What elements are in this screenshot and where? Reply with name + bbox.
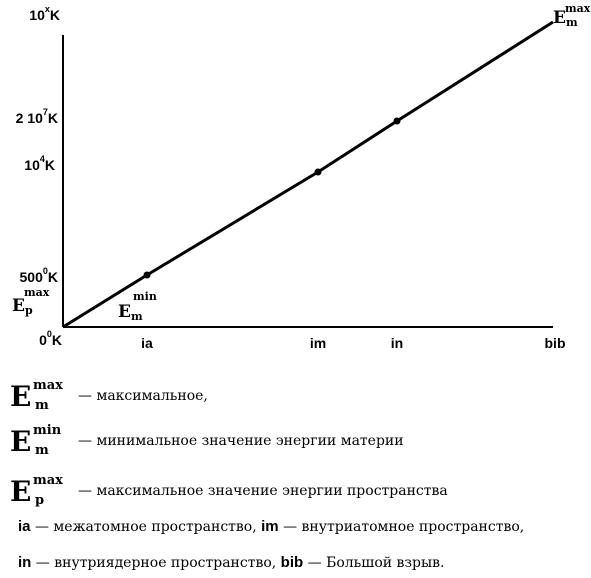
legend-line-1: ia — межатомное пространство, im — внутр…: [18, 518, 524, 535]
key-im: im: [261, 518, 279, 535]
desc-in: — внутриядерное пространство,: [31, 555, 281, 571]
symbol-sub: m: [35, 443, 49, 458]
y-tick-label-3: 2 107K: [16, 107, 58, 126]
symbol-sub: m: [35, 398, 49, 413]
annotation-em-max: Em max: [553, 2, 590, 29]
legend-desc: — максимальное значение энергии простран…: [78, 483, 448, 499]
symbol-sup: max: [33, 473, 63, 488]
annotation-em-min: Em min: [118, 290, 157, 323]
em-min-sub: m: [130, 310, 143, 323]
symbol-base: E: [10, 380, 32, 413]
ep-max-base: E: [12, 296, 25, 316]
desc-ia: — межатомное пространство,: [30, 519, 262, 535]
legend-desc: — минимальное значение энергии материи: [78, 433, 404, 449]
chart: ia im in bib 00K 5000K 104K 2 107K 10xK: [16, 4, 566, 351]
ep-max-sub: p: [24, 304, 33, 317]
x-tick-label-im: im: [310, 335, 326, 351]
x-tick-label-ia: ia: [141, 335, 153, 351]
x-tick-label-in: in: [391, 335, 403, 351]
annotation-ep-max: Ep max: [12, 286, 49, 317]
em-min-symbol: E min m: [10, 421, 78, 461]
symbol-sup: min: [33, 423, 62, 438]
desc-im: — внутриатомное пространство,: [278, 519, 525, 535]
data-point-ia: [143, 271, 151, 279]
em-max-sub: m: [565, 16, 578, 29]
key-in: in: [18, 554, 32, 571]
legend: E max m — максимальное, E min m — минима…: [10, 376, 585, 576]
em-max-symbol: E max m: [10, 376, 78, 416]
x-tick-label-bib: bib: [545, 335, 566, 351]
key-ia: ia: [18, 518, 31, 535]
legend-row-em-max: E max m — максимальное,: [10, 376, 208, 416]
ep-max-sup: max: [24, 286, 50, 299]
key-bib: bib: [280, 554, 304, 571]
desc-bib: — Большой взрыв.: [303, 555, 445, 571]
legend-line-2: in — внутриядерное пространство, bib — Б…: [18, 554, 444, 571]
y-tick-label-1: 5000K: [20, 266, 59, 285]
em-max-base: E: [553, 8, 566, 28]
symbol-base: E: [10, 475, 32, 508]
y-tick-label-2: 104K: [24, 154, 55, 173]
series-line: [62, 20, 554, 329]
symbol-sup: max: [33, 378, 63, 393]
symbol-base: E: [10, 425, 32, 458]
ep-max-symbol: E max p: [10, 471, 78, 511]
legend-row-em-min: E min m — минимальное значение энергии м…: [10, 421, 404, 461]
data-point-im: [314, 168, 322, 176]
legend-row-ep-max: E max p — максимальное значение энергии …: [10, 471, 448, 511]
data-point-in: [393, 117, 401, 125]
em-max-sup: max: [565, 2, 591, 15]
legend-desc: — максимальное,: [78, 388, 208, 404]
y-tick-label-0: 00K: [39, 329, 62, 348]
y-tick-label-4: 10xK: [29, 4, 60, 23]
symbol-sub: p: [35, 493, 45, 508]
em-min-sup: min: [133, 290, 157, 303]
em-min-base: E: [118, 302, 131, 322]
